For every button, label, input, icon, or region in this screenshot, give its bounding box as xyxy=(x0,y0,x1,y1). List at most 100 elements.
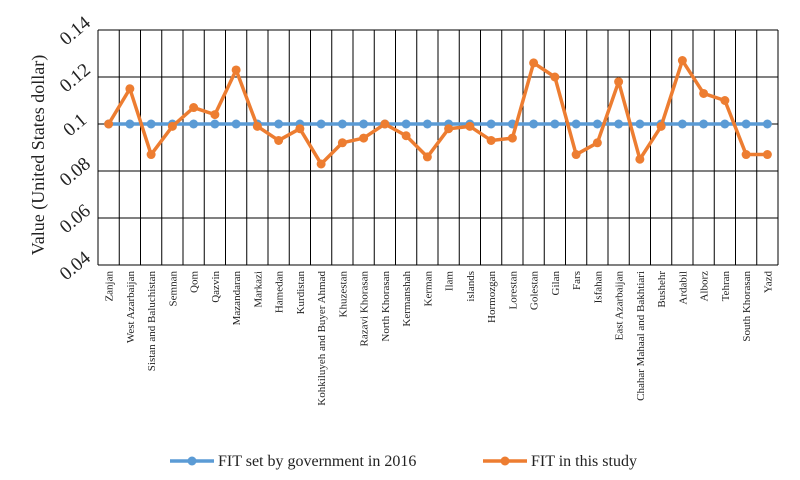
data-point xyxy=(529,58,539,68)
x-tick-label: Alborz xyxy=(699,271,711,302)
x-tick-label: Lorestan xyxy=(507,271,519,310)
data-point xyxy=(486,119,496,129)
data-point xyxy=(635,154,645,164)
legend-marker xyxy=(187,456,197,466)
data-point xyxy=(380,119,390,129)
data-point xyxy=(125,119,135,129)
data-point xyxy=(699,119,709,129)
data-point xyxy=(550,119,560,129)
data-point xyxy=(571,150,581,160)
y-tick-label: 0.12 xyxy=(56,59,95,96)
data-point xyxy=(274,119,284,129)
data-point xyxy=(486,135,496,145)
data-point xyxy=(189,103,199,113)
data-point xyxy=(167,121,177,131)
y-tick-label: 0.08 xyxy=(56,153,95,190)
x-tick-label: Hamedan xyxy=(274,271,286,314)
x-tick-label: Semnan xyxy=(167,271,179,307)
data-point xyxy=(677,119,687,129)
x-tick-label: Qazvin xyxy=(210,271,222,303)
data-point xyxy=(422,152,432,162)
data-point xyxy=(401,131,411,141)
x-tick-label: Razavi Khorasan xyxy=(359,271,371,347)
data-point xyxy=(359,119,369,129)
data-point xyxy=(529,119,539,129)
x-tick-label: Mazandaran xyxy=(231,271,243,326)
data-point xyxy=(507,133,517,143)
data-point xyxy=(699,88,709,98)
data-point xyxy=(359,133,369,143)
data-point xyxy=(614,77,624,87)
data-point xyxy=(720,96,730,105)
x-tick-label: West Azarbaijan xyxy=(125,271,137,344)
data-point xyxy=(741,119,751,129)
series-layer xyxy=(104,56,772,169)
y-tick-label: 0.14 xyxy=(56,12,95,50)
x-tick-label: Hormozgan xyxy=(486,271,498,323)
x-tick-label: Khuzestan xyxy=(337,271,349,318)
data-point xyxy=(189,119,199,129)
data-point xyxy=(125,84,135,94)
x-tick-label: Golestan xyxy=(529,271,541,311)
data-point xyxy=(677,56,687,66)
data-point xyxy=(444,124,454,134)
x-tick-label: islands xyxy=(465,271,477,302)
x-tick-label: Kermanshah xyxy=(401,271,413,327)
data-point xyxy=(592,138,602,148)
y-tick-label: 0.1 xyxy=(59,109,91,140)
x-tick-label: Sistan and Baluchistan xyxy=(146,271,158,372)
series-line xyxy=(107,58,768,166)
y-tick-label: 0.04 xyxy=(56,247,95,285)
data-point xyxy=(274,135,284,145)
data-point xyxy=(146,150,156,160)
data-point xyxy=(316,119,326,129)
data-point xyxy=(210,119,220,129)
data-point xyxy=(337,138,347,148)
x-tick-label: Ardabil xyxy=(677,271,689,305)
data-point xyxy=(104,119,114,129)
x-tick-label: East Azarbaijan xyxy=(614,271,626,341)
data-point xyxy=(762,150,772,160)
data-point xyxy=(231,119,241,129)
x-tick-label: Chahar Mahaal and Bakhtiari xyxy=(635,271,647,401)
x-tick-label: Qom xyxy=(189,271,201,293)
x-tick-label: Gilan xyxy=(550,271,562,296)
data-point xyxy=(762,119,772,129)
grid xyxy=(97,29,779,266)
x-tick-label: Tehran xyxy=(720,271,732,302)
series-2 xyxy=(104,56,772,169)
data-point xyxy=(210,110,220,120)
data-point xyxy=(614,119,624,129)
x-tick-label: Markazi xyxy=(252,271,264,308)
x-tick-label: South Khorasan xyxy=(741,271,753,342)
x-tick-label: Bushehr xyxy=(656,271,668,308)
x-tick-label: Fars xyxy=(571,271,583,290)
legend-item: FIT set by government in 2016 xyxy=(170,453,416,470)
data-point xyxy=(592,119,602,129)
y-axis-ticks: 0.04 0.06 0.08 0.1 0.12 0.14 xyxy=(56,12,95,285)
data-point xyxy=(550,72,560,82)
x-tick-label: North Khorasan xyxy=(380,271,392,342)
x-tick-label: Zanjan xyxy=(104,271,116,302)
data-point xyxy=(252,121,262,131)
data-point xyxy=(635,119,645,129)
data-point xyxy=(401,119,411,129)
data-point xyxy=(146,119,156,129)
legend-label: FIT set by government in 2016 xyxy=(218,453,416,470)
data-point xyxy=(465,121,475,131)
data-point xyxy=(571,119,581,129)
x-tick-label: Ilam xyxy=(444,271,456,292)
x-tick-label: Kerman xyxy=(422,271,434,307)
x-tick-label: Isfahan xyxy=(592,271,604,304)
data-point xyxy=(422,119,432,129)
data-point xyxy=(295,124,305,134)
data-point xyxy=(231,65,241,75)
y-tick-label: 0.06 xyxy=(56,200,95,237)
data-point xyxy=(741,150,751,160)
legend: FIT set by government in 2016 FIT in this… xyxy=(170,453,637,470)
y-axis-label: Value (United States dollar) xyxy=(28,55,49,255)
legend-label: FIT in this study xyxy=(531,453,637,470)
legend-item: FIT in this study xyxy=(483,453,637,470)
x-axis-ticks: Zanjan West Azarbaijan Sistan and Baluchis… xyxy=(104,271,775,406)
